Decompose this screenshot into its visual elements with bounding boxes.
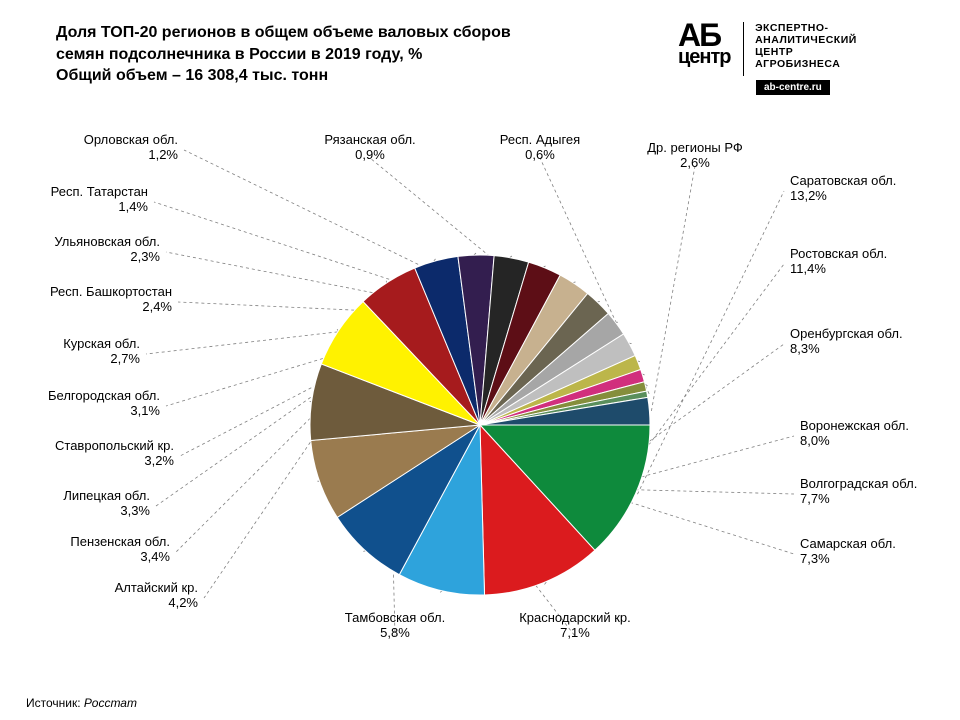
leader-line: [637, 191, 784, 494]
slice-label: Алтайский кр.4,2%: [115, 580, 199, 610]
slice-label: Респ. Башкортостан2,4%: [50, 284, 172, 314]
slice-label: Ростовская обл.11,4%: [790, 246, 887, 276]
slice-label: Воронежская обл.8,0%: [800, 418, 909, 448]
chart-title: Доля ТОП-20 регионов в общем объеме вало…: [56, 22, 596, 87]
logo-divider: [743, 22, 744, 76]
slice-label: Краснодарский кр.7,1%: [519, 610, 631, 640]
logo-url: ab-centre.ru: [756, 80, 830, 95]
source-value: Росстат: [84, 696, 137, 710]
title-line-2: семян подсолнечника в России в 2019 году…: [56, 44, 596, 66]
logo-block: АБ центр ЭКСПЕРТНО- АНАЛИТИЧЕСКИЙ ЦЕНТР …: [678, 22, 928, 95]
slice-label: Пензенская обл.3,4%: [70, 534, 170, 564]
logo-tagline: ЭКСПЕРТНО- АНАЛИТИЧЕСКИЙ ЦЕНТР АГРОБИЗНЕ…: [755, 22, 857, 70]
slice-label: Орловская обл.1,2%: [84, 132, 179, 162]
slice-label: Липецкая обл.3,3%: [63, 488, 150, 518]
slice-label: Ставропольский кр.3,2%: [55, 438, 174, 468]
slice-label: Респ. Татарстан1,4%: [51, 184, 149, 214]
slice-label: Тамбовская обл.5,8%: [345, 610, 445, 640]
slice-label: Саратовская обл.13,2%: [790, 173, 896, 203]
slice-label: Курская обл.2,7%: [63, 336, 140, 366]
source-line: Источник: Росстат: [26, 696, 137, 710]
title-line-1: Доля ТОП-20 регионов в общем объеме вало…: [56, 22, 596, 44]
slice-label: Ульяновская обл.2,3%: [54, 234, 160, 264]
slice-label: Волгоградская обл.7,7%: [800, 476, 917, 506]
slice-label: Оренбургская обл.8,3%: [790, 326, 903, 356]
logo-ab-top: АБ: [678, 22, 731, 49]
pie-chart: Саратовская обл.13,2% Ростовская обл.11,4…: [0, 130, 960, 690]
leader-line: [651, 166, 695, 411]
logo-ab: АБ центр: [678, 22, 731, 66]
slice-label: Белгородская обл.3,1%: [48, 388, 160, 418]
title-line-3: Общий объем – 16 308,4 тыс. тонн: [56, 65, 596, 87]
slice-label: Др. регионы РФ2,6%: [647, 140, 743, 170]
slice-label: Респ. Адыгея0,6%: [500, 132, 580, 162]
logo-ab-bottom: центр: [678, 49, 731, 66]
slice-label: Рязанская обл.0,9%: [324, 132, 415, 162]
source-label: Источник:: [26, 696, 84, 710]
slice-label: Самарская обл.7,3%: [800, 536, 896, 566]
